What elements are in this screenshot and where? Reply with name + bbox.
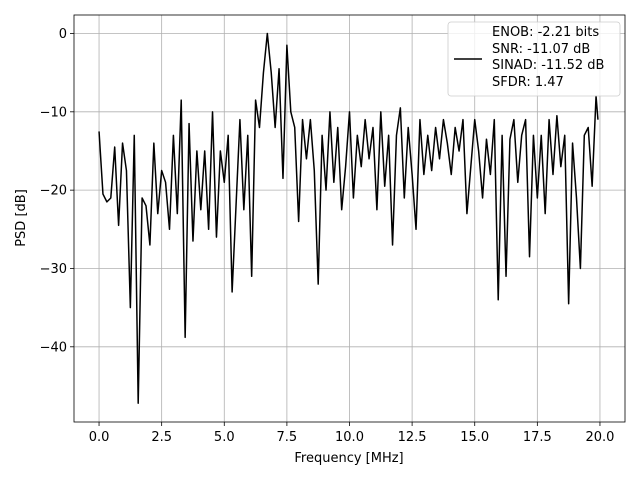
y-tick-label: −30 [40, 262, 67, 277]
y-axis-label: PSD [dB] [14, 189, 29, 247]
legend-box [447, 21, 621, 97]
x-tick-label: 2.5 [151, 430, 172, 445]
x-tick-label: 20.0 [585, 430, 614, 445]
legend-label: ENOB: -2.21 bits SNR: -11.07 dB SINAD: -… [492, 25, 605, 90]
x-tick-label: 0.0 [89, 430, 110, 445]
y-tick-label: 0 [59, 27, 67, 42]
y-tick-label: −40 [40, 340, 67, 355]
data-line [98, 32, 599, 404]
plot-frame [73, 14, 626, 423]
x-axis-label: Frequency [MHz] [294, 451, 403, 466]
y-tick-label: −20 [40, 184, 67, 199]
x-tick-label: 15.0 [460, 430, 489, 445]
x-tick-label: 17.5 [523, 430, 552, 445]
x-tick-label: 10.0 [335, 430, 364, 445]
x-tick-label: 5.0 [214, 430, 235, 445]
x-tick-label: 12.5 [398, 430, 427, 445]
x-tick-label: 7.5 [277, 430, 298, 445]
y-tick-label: −10 [40, 105, 67, 120]
